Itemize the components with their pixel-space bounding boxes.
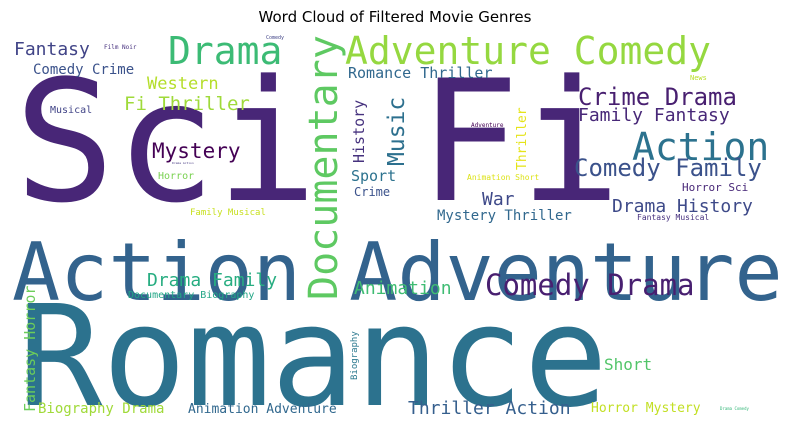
word-adventure-comedy: Adventure Comedy [345,29,711,73]
word-thriller-action: Thriller Action [408,398,571,419]
word-mystery: Mystery [152,139,241,163]
word-film-noir: Film Noir [104,44,137,51]
word-comedy-drama: Comedy Drama [485,268,695,302]
word-fantasy-musical: Fantasy Musical [637,213,709,222]
word-horror: Horror [158,171,194,182]
word-horror-mystery: Horror Mystery [591,401,701,416]
word-drama-history: Drama History [612,196,753,217]
word-biography: Biography [350,331,360,380]
chart-title: Word Cloud of Filtered Movie Genres [258,8,532,26]
word-fantasy: Fantasy [14,39,90,60]
word-war: War [482,189,515,210]
word-horror-sci: Horror Sci [682,181,748,194]
word-music: Music [384,97,410,166]
word-western: Western [147,74,219,94]
word-animation-short: Animation Short [467,173,539,182]
word-crime: Crime [354,185,390,199]
word-sci-fi: Sci Fi [14,44,621,240]
word-comedy-crime: Comedy Crime [33,62,134,78]
word-documentary-biography: Documentary Biography [128,290,254,301]
word-family-fantasy: Family Fantasy [578,105,730,126]
word-history: History [350,100,368,163]
word-documentary: Documentary [301,35,347,300]
word-action: Action [632,125,769,169]
word-fantasy-horror: Fantasy Horror [21,286,39,412]
word-action-adventure: Action Adventure [12,226,783,319]
word-fi-thriller: Fi Thriller [124,93,250,115]
word-musical: Musical [50,105,92,116]
word-drama-family: Drama Family [147,270,277,291]
word-romance-thriller: Romance Thriller [348,64,493,82]
word-drama-comedy: Drama Comedy [720,406,749,411]
word-news: News [690,74,707,82]
word-animation-adventure: Animation Adventure [188,402,337,417]
word-family-musical: Family Musical [190,208,266,218]
word-animation: Animation [354,278,452,299]
word-adventure: Adventure [471,122,504,129]
word-biography-drama: Biography Drama [38,401,164,417]
word-drama: Drama [168,29,282,73]
word-short: Short [604,355,652,374]
word-comedy-family: Comedy Family [574,154,762,182]
word-romance: Romance [18,276,608,427]
word-thriller: Thriller [515,107,530,170]
word-drama-action: Drama Action [172,161,194,165]
word-crime-drama: Crime Drama [578,83,737,111]
word-mystery-thriller: Mystery Thriller [437,208,572,224]
word-comedy: Comedy [266,35,284,41]
word-sport: Sport [351,167,396,185]
